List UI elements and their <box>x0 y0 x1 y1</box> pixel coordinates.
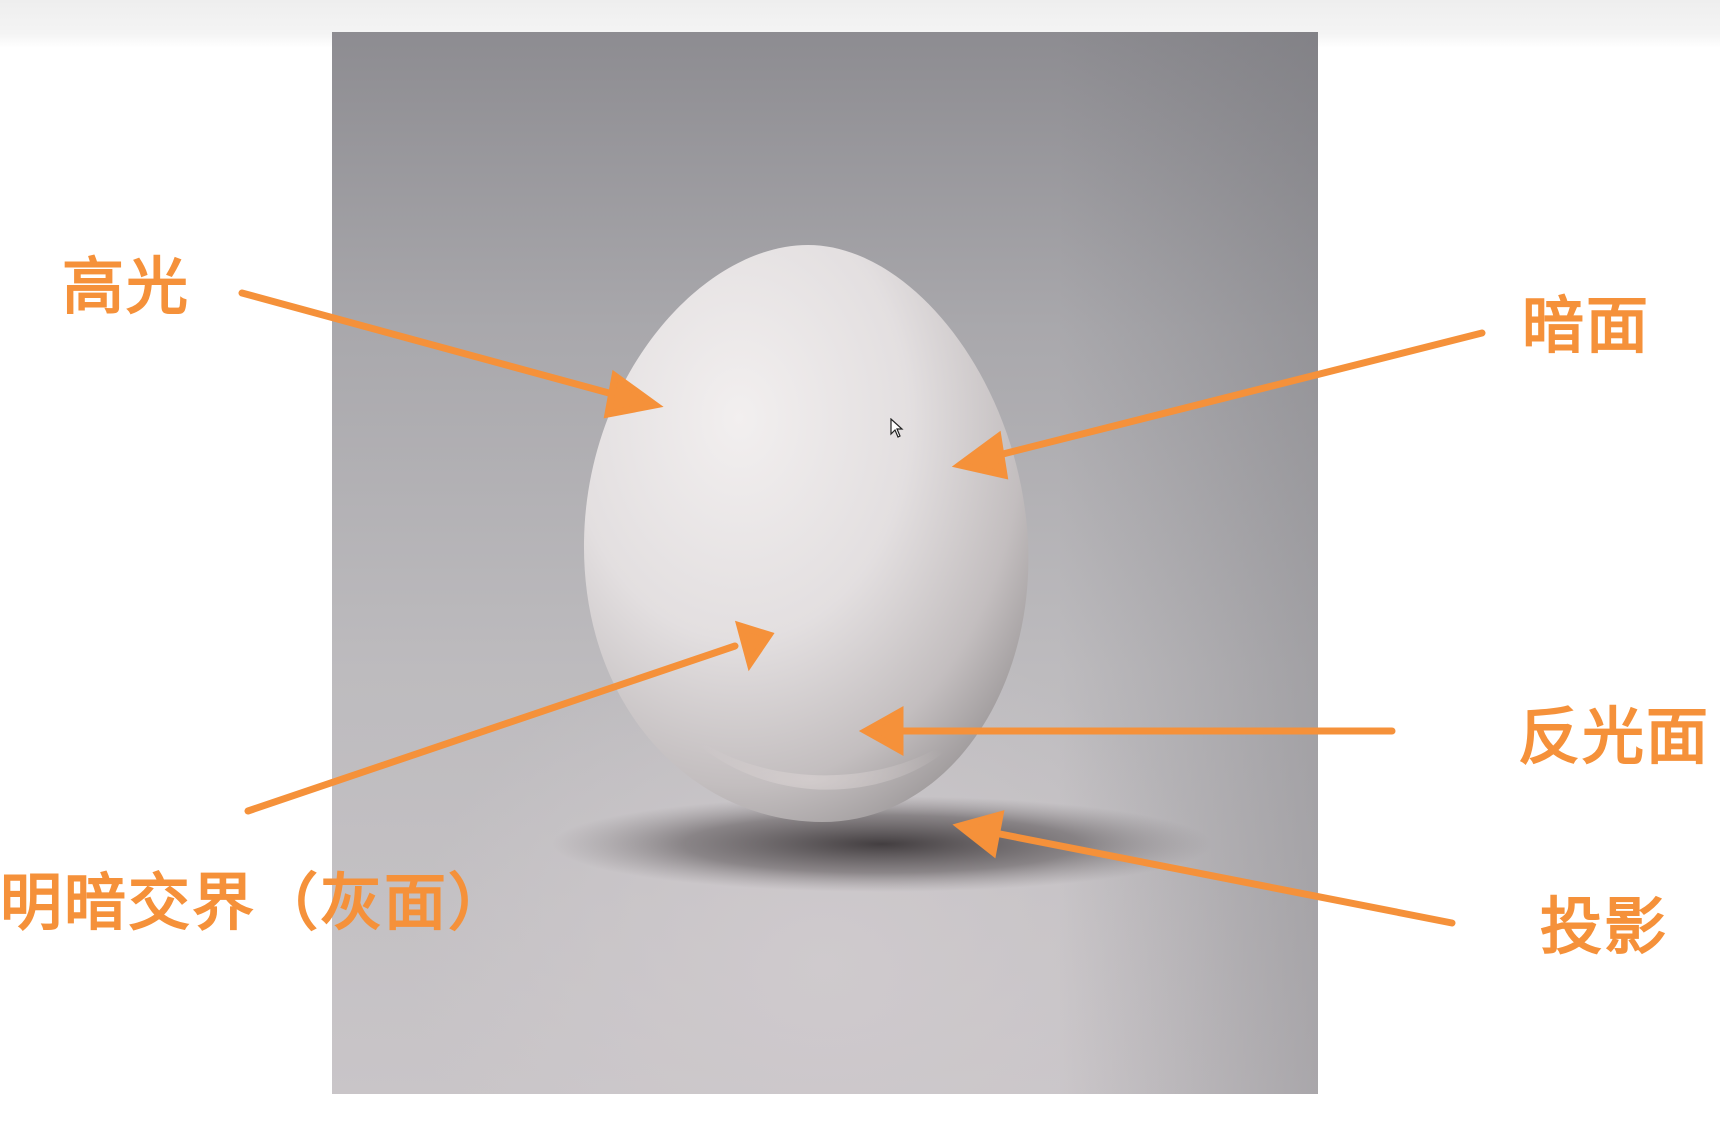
background-shade <box>1058 32 1318 1094</box>
label-highlight: 高光 <box>62 250 191 323</box>
label-terminator: 明暗交界（灰面） <box>0 866 513 939</box>
arrow-terminator <box>244 620 775 815</box>
label-dark-side: 暗面 <box>1522 289 1651 362</box>
egg-photo <box>332 32 1318 1094</box>
label-reflected-light: 反光面 <box>1518 700 1711 773</box>
egg-shape <box>583 245 1029 822</box>
egg-reflected-glow <box>652 692 972 790</box>
label-cast-shadow: 投影 <box>1540 890 1669 963</box>
egg-illustration <box>552 245 1212 892</box>
arrow-cast-shadow <box>952 810 1456 927</box>
cast-shadow-shape <box>552 796 1212 892</box>
arrow-dark-side <box>951 329 1486 480</box>
arrow-reflected-light <box>858 706 1396 756</box>
cursor-arrow-icon <box>890 418 904 438</box>
arrow-highlight <box>238 289 664 419</box>
